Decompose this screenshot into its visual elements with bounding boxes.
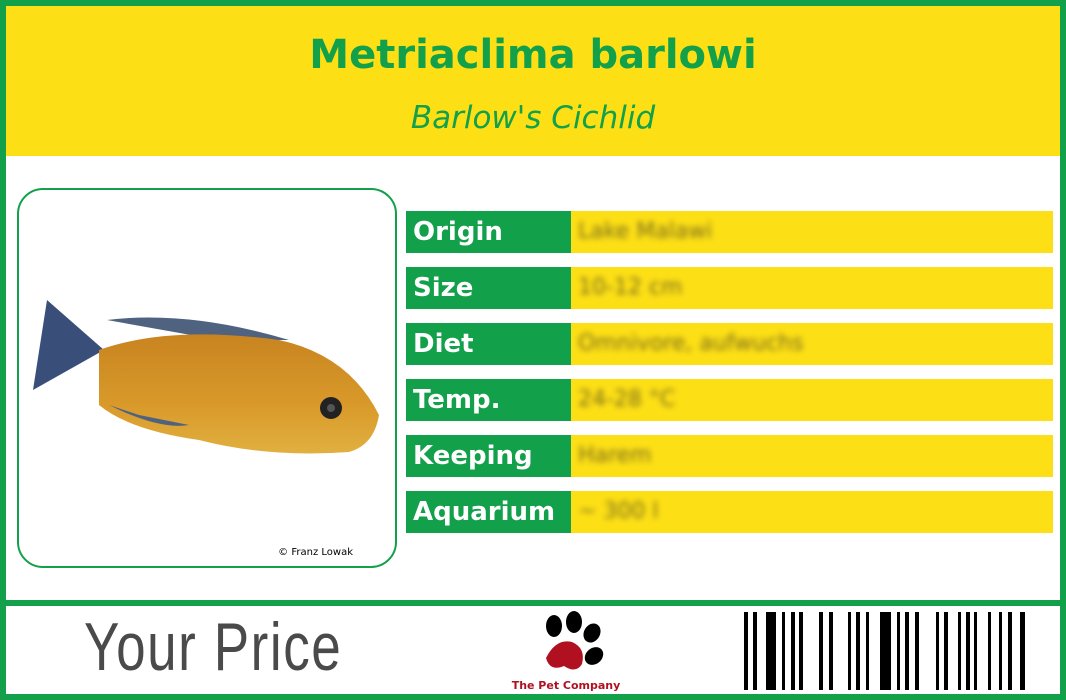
fact-row-diet: Diet Omnivore, aufwuchs [406,323,1053,365]
footer-divider [6,600,1060,606]
barcode-bar [819,612,823,690]
logo-text: The Pet Company [511,679,621,692]
header: Metriaclima barlowi Barlow's Cichlid [6,6,1060,156]
barcode-bar [999,612,1002,690]
barcode-bar [856,612,860,690]
barcode-bar [974,612,977,690]
barcode-bar [744,612,748,690]
fact-row-temp: Temp. 24-28 °C [406,379,1053,421]
barcode-bar [958,612,961,690]
fact-label: Temp. [406,379,571,421]
fact-row-aquarium: Aquarium ~ 300 l [406,491,1053,533]
fish-image [33,300,379,454]
fact-label: Diet [406,323,571,365]
fact-label: Size [406,267,571,309]
barcode-bar [1008,612,1012,690]
species-title: Metriaclima barlowi [309,32,757,78]
photo-credit: © Franz Lowak [278,547,353,558]
barcode-bar [791,612,795,690]
barcode-bar [905,612,909,690]
price-label: Your Price [84,609,343,685]
fact-row-origin: Origin Lake Malawi [406,211,1053,253]
barcode-bar [753,612,757,690]
barcode-bar [829,612,833,690]
barcode-bar [915,612,919,690]
barcode-bar [782,612,785,690]
barcode-bar [988,612,991,690]
barcode-bar [766,612,776,690]
barcode-bar [799,612,803,690]
fact-label: Keeping [406,435,571,477]
fact-row-keeping: Keeping Harem [406,435,1053,477]
barcode-bar [866,612,869,690]
fact-value: Omnivore, aufwuchs [578,331,804,356]
paw-icon [546,611,604,670]
fish-photo: © Franz Lowak [17,188,397,568]
barcode-bar [936,612,939,690]
barcode [744,612,1025,690]
common-name: Barlow's Cichlid [410,100,656,136]
fact-label: Origin [406,211,571,253]
company-logo: The Pet Company [510,608,622,692]
barcode-bar [848,612,851,690]
fact-value: 10-12 cm [578,275,683,300]
barcode-bar [897,612,900,690]
barcode-bar [944,612,948,690]
fact-value: Harem [578,443,652,468]
fact-value: Lake Malawi [578,219,713,244]
barcode-bar [880,612,891,690]
barcode-bar [1020,612,1025,690]
fact-label: Aquarium [406,491,571,533]
barcode-bar [966,612,970,690]
fact-value: ~ 300 l [578,499,659,524]
fact-value: 24-28 °C [578,387,676,412]
fact-row-size: Size 10-12 cm [406,267,1053,309]
